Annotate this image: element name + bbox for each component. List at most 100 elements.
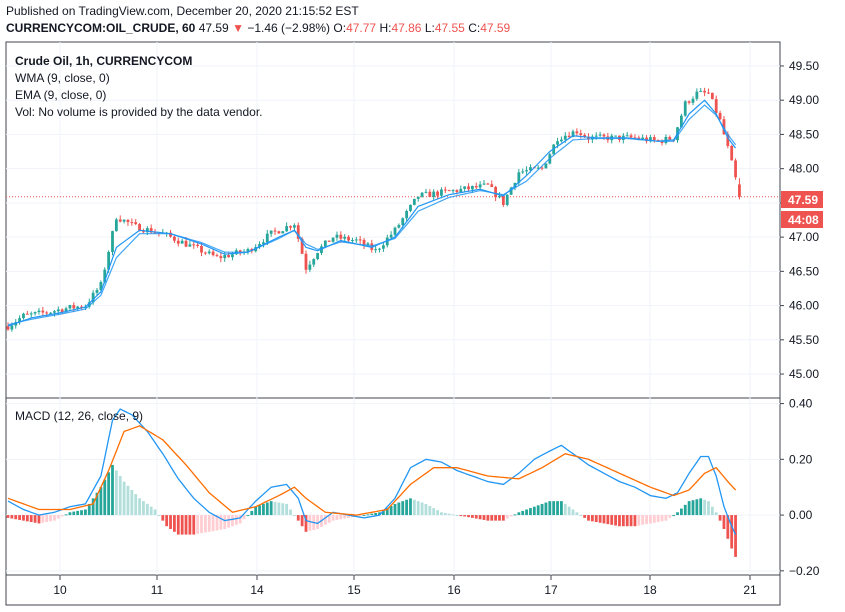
histogram-bar — [165, 515, 169, 527]
histogram-bar — [428, 506, 432, 516]
candle-body — [18, 318, 22, 323]
candle-body — [730, 145, 734, 161]
histogram-bar — [215, 515, 219, 531]
histogram-bar — [722, 515, 726, 530]
histogram-bar — [575, 512, 579, 516]
candle-body — [498, 196, 501, 198]
candle-body — [72, 305, 76, 309]
candle-body — [292, 225, 296, 228]
published-caption: Published on TradingView.com, December 2… — [6, 4, 359, 18]
candle-body — [652, 137, 656, 141]
histogram-bar — [169, 515, 172, 530]
candle-body — [494, 186, 498, 198]
histogram-bar — [544, 502, 548, 516]
price-axis-label: 46.00 — [789, 299, 819, 313]
candle-body — [223, 255, 227, 259]
histogram-bar — [176, 515, 180, 535]
histogram-bar — [366, 514, 370, 516]
histogram-bar — [649, 515, 652, 524]
histogram-bar — [300, 515, 304, 527]
candle-body — [602, 134, 606, 137]
candle-body — [443, 189, 447, 191]
candle-body — [33, 312, 37, 314]
histogram-bar — [33, 515, 37, 523]
histogram-bar — [227, 515, 230, 528]
candle-body — [262, 242, 265, 245]
histogram-bar — [6, 515, 10, 518]
price-change: −1.46 (−2.98%) — [247, 21, 331, 35]
histogram-bar — [707, 501, 710, 516]
candle-body — [405, 210, 409, 219]
candle-body — [416, 196, 420, 199]
candle-body — [335, 234, 339, 238]
histogram-bar — [432, 508, 436, 516]
histogram-bar — [478, 515, 482, 520]
candle-body — [95, 290, 99, 293]
candle-body — [219, 256, 223, 259]
histogram-bar — [354, 515, 358, 517]
histogram-bar — [118, 476, 122, 516]
histogram-bar — [521, 510, 525, 516]
price-badge: 47.59 — [788, 193, 818, 207]
macd-line — [7, 408, 737, 535]
candle-body — [215, 255, 219, 257]
candle-body — [412, 198, 416, 205]
histogram-bar — [91, 498, 95, 516]
candle-body — [583, 134, 587, 137]
price-axis-label: 46.50 — [789, 264, 819, 278]
histogram-bar — [114, 470, 118, 516]
histogram-bar — [517, 512, 521, 516]
histogram-bar — [374, 512, 378, 516]
candle-body — [231, 254, 234, 258]
histogram-bar — [471, 515, 474, 518]
candle-body — [467, 186, 470, 190]
histogram-bar — [610, 515, 614, 525]
candle-body — [91, 292, 95, 303]
candle-body — [145, 228, 149, 233]
histogram-bar — [529, 508, 532, 516]
histogram-bar — [153, 509, 157, 516]
histogram-bar — [246, 515, 250, 517]
candle-body — [656, 140, 660, 142]
candle-body — [370, 243, 374, 250]
histogram-bar — [238, 515, 242, 524]
histogram-bar — [76, 510, 80, 516]
countdown-badge-bg — [781, 211, 823, 228]
histogram-bar — [289, 509, 292, 516]
histogram-bar — [53, 515, 56, 521]
histogram-bar — [397, 502, 401, 516]
candle-body — [6, 326, 10, 330]
histogram-bar — [25, 515, 29, 522]
legend-wma: WMA (9, close, 0) — [15, 71, 110, 85]
time-axis-label: 10 — [53, 583, 67, 597]
histogram-bar — [703, 499, 706, 516]
histogram-bar — [567, 506, 571, 516]
time-axis-label: 18 — [643, 583, 657, 597]
histogram-bar — [548, 501, 552, 516]
candle-body — [374, 249, 378, 251]
time-axis-label: 17 — [544, 583, 558, 597]
chart-frame — [5, 41, 781, 606]
histogram-bar — [60, 515, 64, 517]
candle-body — [614, 135, 617, 137]
histogram-bar — [277, 502, 281, 516]
candle-body — [571, 131, 575, 138]
candle-body — [579, 133, 583, 135]
low-value: 47.55 — [434, 21, 465, 35]
candle-body — [312, 259, 316, 265]
candle-body — [68, 305, 72, 309]
candle-body — [331, 237, 335, 242]
histogram-bar — [281, 503, 285, 516]
candle-body — [339, 234, 343, 239]
histogram-bar — [451, 514, 455, 516]
candle-body — [544, 163, 548, 169]
histogram-bar — [254, 506, 258, 516]
candle-body — [354, 239, 358, 241]
candle-body — [420, 192, 424, 197]
signal-line — [7, 425, 737, 516]
candle-body — [474, 185, 478, 188]
legend-ema: EMA (9, close, 0) — [15, 88, 106, 102]
candle-body — [188, 244, 192, 247]
histogram-bar — [730, 515, 734, 549]
